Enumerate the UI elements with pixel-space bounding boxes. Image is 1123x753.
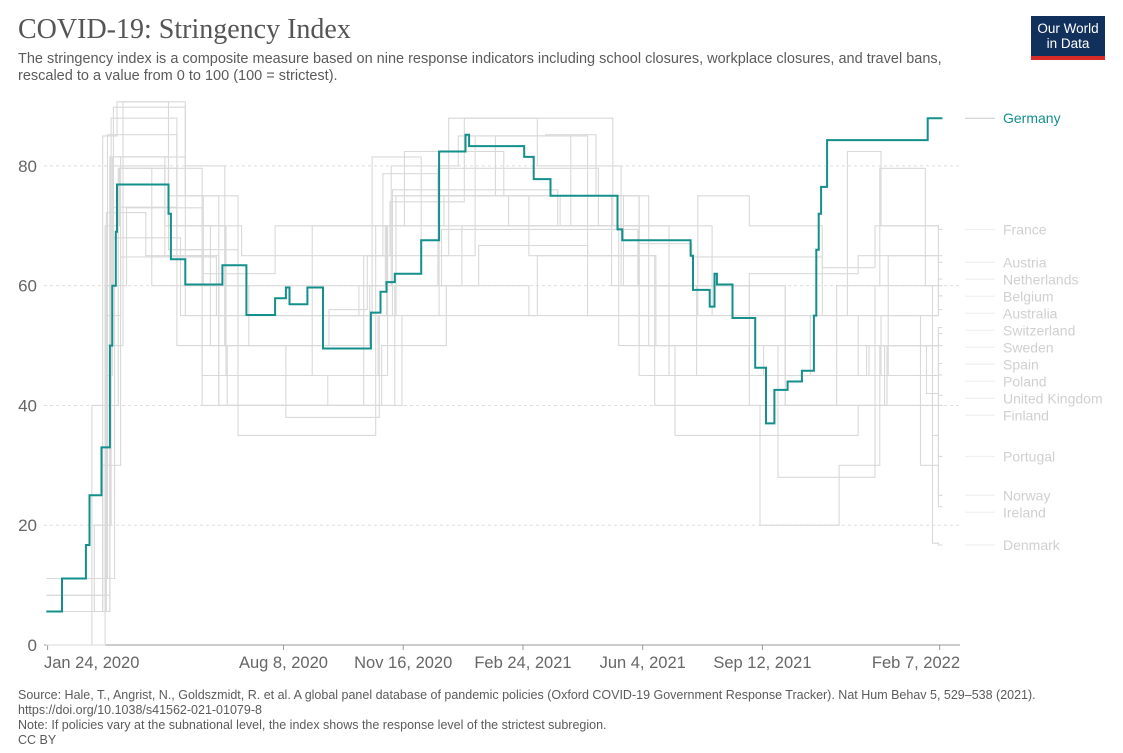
series-line-unlabeled-18[interactable] xyxy=(46,165,943,613)
x-axis: Jan 24, 2020 Aug 8, 2020 Nov 16, 2020 Feb 2… xyxy=(44,644,960,672)
series-label-austria[interactable]: Austria xyxy=(1003,254,1047,270)
series-line-portugal[interactable] xyxy=(46,135,943,613)
x-tick-label: Nov 16, 2020 xyxy=(354,654,452,672)
series-line-ireland[interactable] xyxy=(46,101,943,613)
x-tick-label: Feb 7, 2022 xyxy=(872,654,960,672)
series-label-germany[interactable]: Germany xyxy=(1003,110,1061,126)
logo-line-2: in Data xyxy=(1046,36,1090,51)
chart-subtitle: The stringency index is a composite meas… xyxy=(18,51,942,84)
note-text: Note: If policies vary at the subnationa… xyxy=(18,718,607,732)
series-label-poland[interactable]: Poland xyxy=(1003,373,1047,389)
series-line-norway[interactable] xyxy=(46,167,943,646)
logo-line-1: Our World xyxy=(1037,21,1099,36)
series-label-norway[interactable]: Norway xyxy=(1003,487,1050,503)
series-line-france[interactable] xyxy=(46,117,943,613)
series-label-denmark[interactable]: Denmark xyxy=(1003,537,1061,553)
owid-logo[interactable]: Our World in Data xyxy=(1031,16,1105,60)
license-text[interactable]: CC BY xyxy=(18,733,57,747)
y-axis-ticks: 0 20 40 60 80 xyxy=(18,157,37,655)
chart-title: COVID-19: Stringency Index xyxy=(18,14,351,45)
series-line-finland[interactable] xyxy=(46,237,943,613)
series-label-belgium[interactable]: Belgium xyxy=(1003,288,1054,304)
series-line-denmark[interactable] xyxy=(46,195,943,596)
series-label-netherlands[interactable]: Netherlands xyxy=(1003,271,1079,287)
y-tick-label: 0 xyxy=(28,636,37,655)
series-line-germany[interactable] xyxy=(46,117,943,613)
series-label-switzerland[interactable]: Switzerland xyxy=(1003,322,1075,338)
series-label-portugal[interactable]: Portugal xyxy=(1003,448,1055,464)
series-label-ireland[interactable]: Ireland xyxy=(1003,504,1046,520)
series-line-spain[interactable] xyxy=(46,134,943,580)
source-text: Source: Hale, T., Angrist, N., Goldszmid… xyxy=(18,688,1036,717)
series-label-spain[interactable]: Spain xyxy=(1003,356,1039,372)
series-line-austria[interactable] xyxy=(46,150,943,613)
chart-footer: Source: Hale, T., Angrist, N., Goldszmid… xyxy=(18,688,1098,748)
series-label-united-kingdom[interactable]: United Kingdom xyxy=(1003,390,1103,406)
series-line-unlabeled-16[interactable] xyxy=(46,106,943,613)
series-line-belgium[interactable] xyxy=(46,156,943,613)
y-tick-label: 60 xyxy=(18,277,37,296)
x-tick-label: Jan 24, 2020 xyxy=(44,654,139,672)
highlight-series xyxy=(46,117,943,613)
series-line-poland[interactable] xyxy=(46,156,943,613)
x-tick-label: Aug 8, 2020 xyxy=(239,654,328,672)
x-tick-label: Jun 4, 2021 xyxy=(600,654,686,672)
series-label-france[interactable]: France xyxy=(1003,221,1047,237)
series-line-unlabeled-17[interactable] xyxy=(46,101,943,613)
series-labels: Germany France AustriaNetherlandsBelgiumAu… xyxy=(965,110,1103,553)
y-tick-label: 20 xyxy=(18,516,37,535)
series-label-sweden[interactable]: Sweden xyxy=(1003,339,1054,355)
series-label-finland[interactable]: Finland xyxy=(1003,407,1049,423)
y-tick-label: 80 xyxy=(18,157,37,176)
y-tick-label: 40 xyxy=(18,396,37,415)
x-tick-label: Sep 12, 2021 xyxy=(713,654,811,672)
series-label-australia[interactable]: Australia xyxy=(1003,305,1058,321)
series-line-netherlands[interactable] xyxy=(46,167,943,613)
background-series xyxy=(46,101,943,646)
x-tick-label: Feb 24, 2021 xyxy=(474,654,571,672)
